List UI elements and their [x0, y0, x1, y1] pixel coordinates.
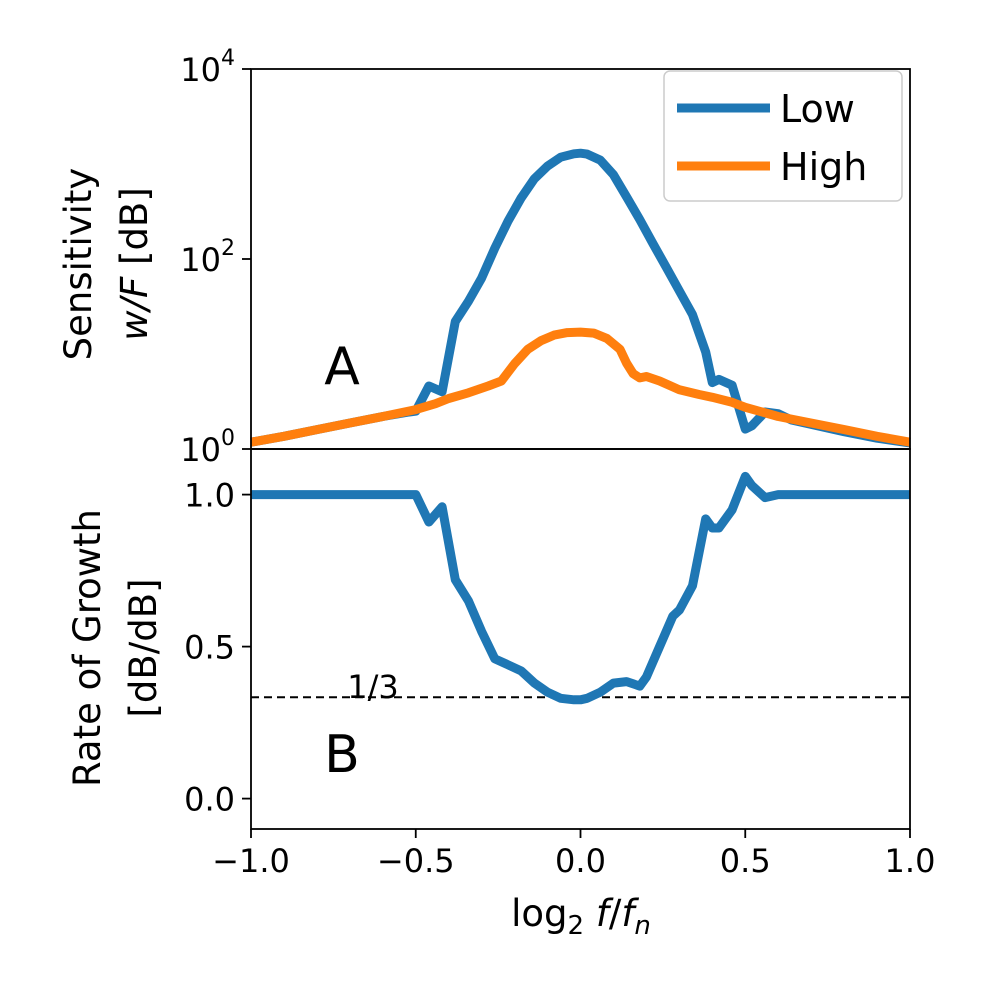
panel-a-ylabel-line1: Sensitivity [57, 168, 100, 361]
panel-b-frame [250, 448, 911, 830]
panel-a-ylabel-var: w/F [113, 276, 156, 341]
panel-b-ytick-label-0: 0.0 [184, 781, 235, 819]
panel-b-xtick-label-4: 1.0 [885, 842, 936, 880]
panel-b-y-ticks: 0.0 0.5 1.0 [184, 477, 251, 819]
x-axis-label-slash: / [609, 892, 622, 935]
panel-a-ytick-label-1: 102 [180, 236, 235, 279]
panel-b-label: B [324, 725, 360, 785]
legend-low-label: Low [780, 87, 855, 131]
legend: Low High [663, 70, 903, 202]
panel-b-ytick-label-2: 1.0 [184, 477, 235, 515]
panel-b-xtick-label-0: −1.0 [212, 842, 290, 880]
legend-high-label: High [780, 145, 867, 189]
panel-b-series [251, 471, 910, 705]
panel-b-series-low-line [251, 471, 910, 705]
panel-b-ylabel-line2: [dB/dB] [122, 578, 165, 717]
panel-a-ytick-base-1: 10 [180, 241, 221, 279]
panel-b-xtick-label-3: 0.5 [720, 842, 771, 880]
panel-a-ytick-exp-1: 2 [221, 236, 235, 261]
panel-a-ytick-label-0: 100 [180, 426, 235, 469]
panel-a-series-low-line [250, 148, 911, 448]
panel-a-ylabel-line2: w/F [dB] [113, 187, 156, 341]
x-axis-label-n: n [634, 911, 650, 941]
panel-b-xtick-label-1: −0.5 [377, 842, 455, 880]
panel-b-ylabel-line1: Rate of Growth [66, 509, 109, 787]
panel-b: 0.0 0.5 1.0 −1.0 −0.5 0.0 0.5 1.0 1/3 B Rate o… [66, 471, 935, 941]
panel-a-label: A [324, 337, 360, 397]
panel-a-ytick-label-2: 104 [180, 46, 235, 89]
panel-a-ytick-exp-0: 0 [221, 426, 235, 451]
panel-b-xtick-label-2: 0.0 [555, 842, 606, 880]
panel-a-ylabel-unit: [dB] [113, 187, 156, 265]
panel-b-ytick-label-1: 0.5 [184, 629, 235, 667]
panel-a-ytick-base-0: 10 [180, 431, 221, 469]
x-axis-label: log2 f/fn [511, 892, 651, 941]
panel-a-ytick-exp-2: 4 [221, 46, 235, 71]
x-axis-label-log: log [511, 892, 567, 935]
panel-a-ytick-base-2: 10 [180, 51, 221, 89]
x-axis-label-base: 2 [568, 911, 585, 941]
reference-line-label: 1/3 [347, 668, 399, 706]
panel-a-series-high-line [250, 327, 911, 447]
panel-b-x-ticks: −1.0 −0.5 0.0 0.5 1.0 [212, 829, 935, 880]
panel-a-series [250, 148, 911, 448]
